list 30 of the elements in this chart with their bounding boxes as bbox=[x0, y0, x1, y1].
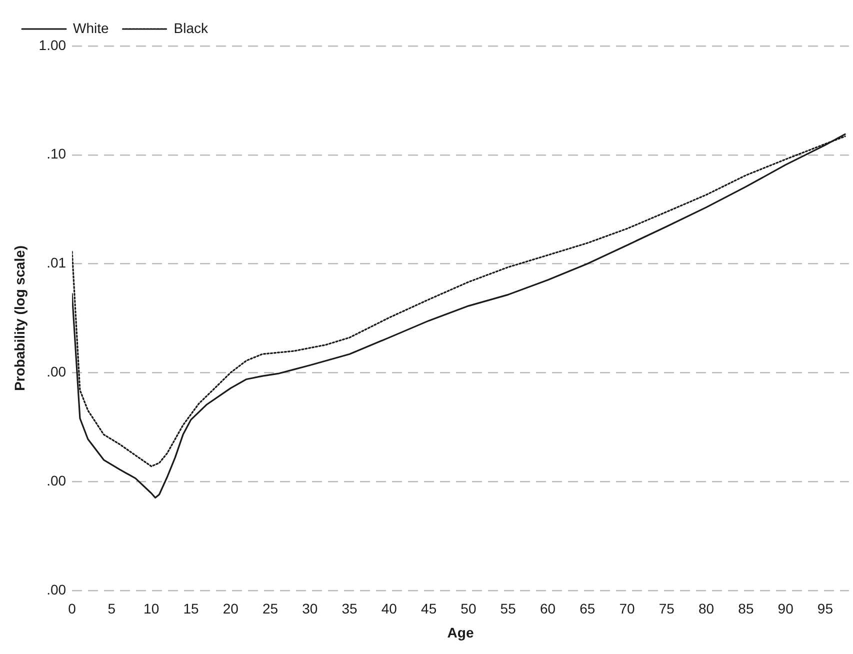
x-tick-label: 5 bbox=[108, 600, 116, 617]
x-axis-title: Age bbox=[447, 624, 474, 640]
x-tick-label: 0 bbox=[68, 600, 76, 617]
x-tick-label: 40 bbox=[381, 600, 398, 617]
x-tick-label: 75 bbox=[658, 600, 675, 617]
y-tick-label: .01 bbox=[46, 254, 66, 271]
x-tick-label: 95 bbox=[817, 600, 834, 617]
x-tick-label: 80 bbox=[698, 600, 714, 617]
y-tick-label: .00 bbox=[46, 581, 66, 598]
legend-label: Black bbox=[174, 20, 210, 36]
y-tick-label: .10 bbox=[46, 146, 66, 162]
y-axis-title: Probability (log scale) bbox=[11, 245, 28, 391]
x-tick-label: 25 bbox=[262, 600, 278, 617]
x-tick-label: 70 bbox=[619, 600, 636, 617]
x-tick-label: 30 bbox=[302, 600, 318, 617]
legend-label: White bbox=[73, 20, 109, 36]
x-tick-label: 20 bbox=[222, 600, 239, 617]
x-tick-label: 15 bbox=[183, 600, 199, 617]
x-tick-label: 60 bbox=[540, 600, 556, 617]
x-tick-label: 10 bbox=[144, 600, 160, 617]
y-tick-label: .00 bbox=[46, 472, 66, 488]
x-tick-label: 50 bbox=[460, 600, 476, 617]
x-tick-label: 55 bbox=[500, 600, 516, 617]
x-tick-label: 90 bbox=[778, 600, 794, 617]
x-tick-label: 85 bbox=[738, 600, 754, 617]
y-tick-label: 1.00 bbox=[38, 36, 66, 53]
x-tick-label: 65 bbox=[580, 600, 596, 617]
x-tick-label: 35 bbox=[342, 600, 358, 617]
y-tick-label: .00 bbox=[46, 364, 66, 380]
x-tick-label: 45 bbox=[421, 600, 437, 617]
